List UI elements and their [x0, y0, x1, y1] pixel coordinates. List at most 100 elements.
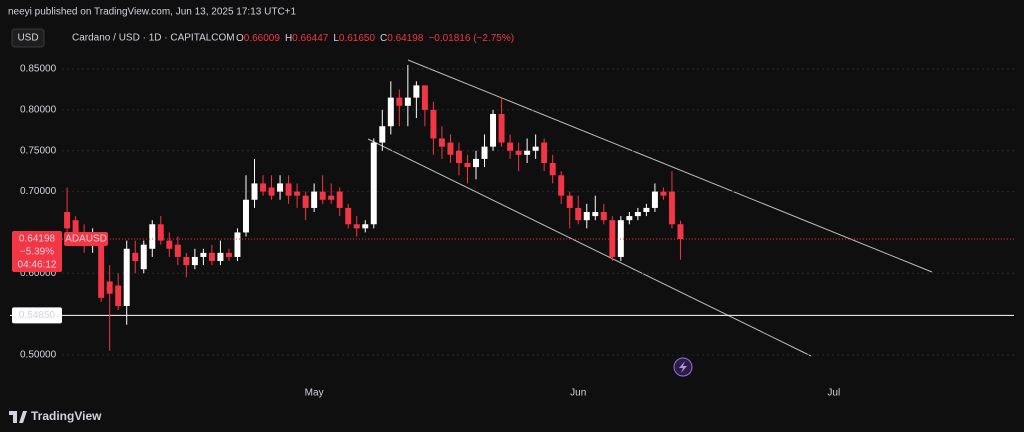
- candle-body: [498, 113, 505, 143]
- candle-body: [217, 252, 224, 262]
- price-box: [12, 230, 62, 272]
- brand-logo: [9, 411, 27, 423]
- candle-body: [72, 220, 79, 237]
- candle-body: [396, 97, 403, 106]
- candle-body: [311, 191, 318, 208]
- candle-body: [234, 232, 241, 257]
- candle-body: [208, 252, 215, 262]
- trendline-upper: [407, 59, 933, 273]
- candle-body: [387, 97, 394, 127]
- ohlc-key: L: [333, 33, 339, 44]
- candle-body: [225, 252, 232, 257]
- candle-body: [132, 252, 139, 262]
- y-tick-label: 0.50000: [20, 350, 57, 361]
- symbol-box: [64, 231, 108, 246]
- candle-body: [115, 285, 122, 306]
- candle-body: [643, 207, 650, 213]
- currency-button[interactable]: [11, 28, 45, 48]
- y-tick-label: 0.60000: [20, 268, 57, 279]
- candle-body: [549, 162, 556, 176]
- candle-body: [634, 212, 641, 217]
- candle-body: [532, 146, 539, 151]
- symbol-title: Cardano / USD · 1D · CAPITALCOM: [72, 33, 235, 44]
- candle-body: [609, 220, 616, 257]
- candle-body: [200, 252, 207, 257]
- candle-body: [183, 256, 190, 266]
- horizontal-line-box: [12, 307, 62, 324]
- candle-body: [473, 158, 479, 168]
- candle-body: [660, 191, 667, 196]
- symbol-label: ADAUSD: [65, 234, 107, 245]
- change-percent: −5.39%: [20, 247, 54, 258]
- ohlc-text: O0.66009 H0.66447 L0.61650 C0.64198 −0.01816…: [236, 33, 514, 44]
- candle-body: [566, 195, 573, 208]
- candle-body: [558, 175, 565, 196]
- candle-body: [191, 256, 198, 266]
- candle-body: [651, 191, 658, 208]
- candle-body: [345, 207, 352, 225]
- candle-body: [251, 183, 258, 200]
- candle-body: [157, 224, 164, 241]
- candle-body: [626, 216, 633, 221]
- countdown: 04:46:12: [18, 260, 57, 271]
- candle-body: [362, 224, 369, 229]
- candle-body: [268, 187, 275, 196]
- candle-body: [668, 191, 675, 225]
- candle-body: [353, 224, 360, 229]
- candle-body: [379, 126, 386, 143]
- horizontal-line-label: 0.54850: [19, 310, 56, 321]
- y-tick-label: 0.75000: [20, 145, 57, 156]
- candle-body: [166, 240, 173, 249]
- candle-body: [490, 113, 497, 147]
- candle-body: [302, 195, 309, 208]
- candle-body: [524, 150, 531, 155]
- candle-body: [174, 244, 181, 257]
- candle-body: [336, 191, 343, 208]
- candle-body: [677, 224, 684, 239]
- candle-body: [421, 85, 428, 110]
- ohlc-key: O: [236, 33, 244, 44]
- candle-body: [370, 142, 377, 225]
- candle-body: [583, 212, 590, 221]
- candle-body: [464, 162, 471, 168]
- candle-body: [507, 142, 514, 151]
- candle-body: [455, 150, 462, 163]
- ohlc-key: H: [285, 33, 292, 44]
- ohlc-value: 0.66447: [292, 33, 329, 44]
- candle-body: [294, 191, 301, 196]
- candle-body: [149, 224, 156, 249]
- trendline-lower: [367, 138, 812, 357]
- candle-body: [260, 183, 267, 192]
- ohlc-value: 0.64198: [387, 33, 424, 44]
- candle-body: [328, 195, 335, 200]
- candle-body: [98, 236, 105, 298]
- candle-body: [575, 207, 582, 221]
- candle-body: [404, 97, 411, 106]
- y-tick-label: 0.85000: [20, 64, 57, 75]
- x-tick-label: Jun: [570, 388, 586, 399]
- candle-body: [140, 244, 147, 270]
- candle-body: [106, 281, 113, 294]
- ohlc-value: 0.66009: [244, 33, 281, 44]
- candle-body: [64, 212, 71, 229]
- x-tick-label: Jul: [827, 388, 840, 399]
- candle-body: [319, 191, 326, 200]
- x-tick-label: May: [305, 388, 324, 399]
- candle-body: [430, 109, 437, 139]
- candle-body: [277, 183, 284, 192]
- price-label: 0.64198: [19, 234, 56, 245]
- brand: TradingView: [31, 409, 102, 423]
- candle-body: [447, 142, 454, 155]
- logo-mark: [9, 411, 27, 423]
- candle-body: [438, 138, 445, 147]
- candle-body: [123, 248, 130, 306]
- candle-body: [481, 146, 488, 159]
- ohlc-value: 0.61650: [339, 33, 376, 44]
- ohlc-legend: O0.66009 H0.66447 L0.61650 C0.64198 −0.01816…: [236, 33, 514, 44]
- y-tick-label: 0.80000: [20, 105, 57, 116]
- candle-body: [413, 85, 420, 98]
- currency-label[interactable]: USD: [17, 33, 38, 44]
